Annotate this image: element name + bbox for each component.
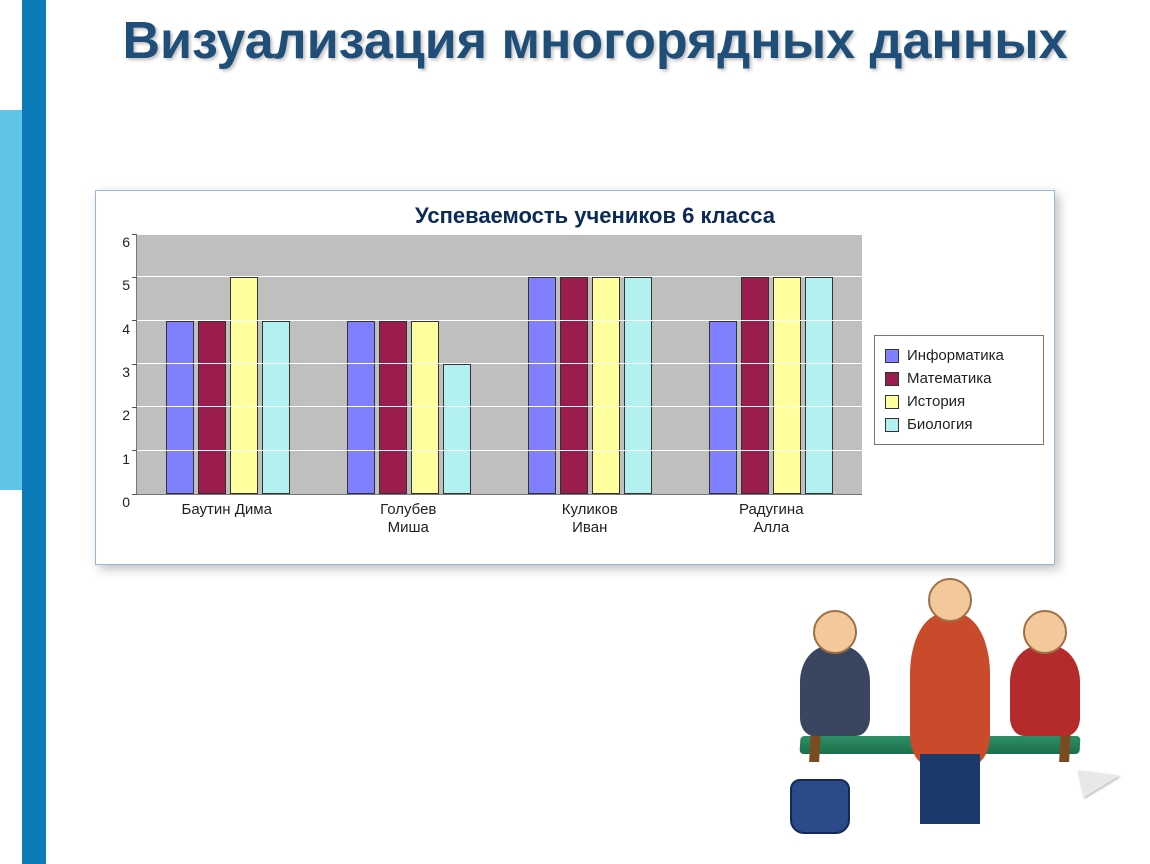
- gridline: [137, 406, 862, 407]
- schoolbag-icon: [790, 779, 850, 834]
- plot-area: [136, 235, 862, 495]
- bar: [528, 277, 556, 494]
- y-tick-label: 0: [122, 494, 130, 510]
- y-tick-mark: [132, 494, 137, 495]
- bar-group: [500, 235, 681, 494]
- chart-title: Успеваемость учеников 6 класса: [146, 203, 1044, 229]
- bar: [560, 277, 588, 494]
- child-center-icon: [910, 614, 990, 764]
- legend-swatch: [885, 418, 899, 432]
- legend-item: История: [885, 390, 1033, 413]
- bar: [741, 277, 769, 494]
- bar: [805, 277, 833, 494]
- child-right-icon: [1010, 646, 1080, 736]
- legend: Информатика Математика История Биология: [874, 335, 1044, 445]
- bar-group: [318, 235, 499, 494]
- legend-label: Биология: [907, 416, 972, 433]
- x-axis-label: Голубев Миша: [318, 495, 500, 541]
- legend-label: Математика: [907, 370, 992, 387]
- bar: [773, 277, 801, 494]
- child-left-icon: [800, 646, 870, 736]
- children-illustration: [770, 524, 1130, 824]
- plot-wrap: Баутин ДимаГолубев МишаКуликов ИванРадуг…: [136, 235, 862, 545]
- chart-card: Успеваемость учеников 6 класса 0 1 2 3 4 5 6 Б…: [95, 190, 1055, 565]
- y-tick-label: 1: [122, 451, 130, 467]
- slide-title: Визуализация многорядных данных: [60, 10, 1130, 72]
- legend-swatch: [885, 395, 899, 409]
- y-tick-label: 4: [122, 321, 130, 337]
- y-tick-label: 3: [122, 364, 130, 380]
- bar-group: [137, 235, 318, 494]
- side-stripe: [0, 0, 46, 864]
- y-tick-mark: [132, 364, 137, 365]
- bar-groups: [137, 235, 862, 494]
- x-axis-labels: Баутин ДимаГолубев МишаКуликов ИванРадуг…: [136, 495, 862, 541]
- legend-label: Информатика: [907, 347, 1004, 364]
- y-tick-mark: [132, 450, 137, 451]
- gridline: [137, 450, 862, 451]
- legend-item: Математика: [885, 367, 1033, 390]
- bar: [624, 277, 652, 494]
- paper-plane-icon: [1078, 762, 1123, 798]
- y-tick-mark: [132, 320, 137, 321]
- legend-item: Информатика: [885, 344, 1033, 367]
- gridline: [137, 276, 862, 277]
- y-tick-label: 5: [122, 277, 130, 293]
- x-axis-label: Куликов Иван: [499, 495, 681, 541]
- legend-swatch: [885, 372, 899, 386]
- y-tick-mark: [132, 277, 137, 278]
- legend-label: История: [907, 393, 965, 410]
- legend-item: Биология: [885, 413, 1033, 436]
- y-tick-mark: [132, 407, 137, 408]
- legend-swatch: [885, 349, 899, 363]
- gridline: [137, 363, 862, 364]
- y-axis: 0123456: [106, 235, 136, 495]
- bar-group: [681, 235, 862, 494]
- bar: [592, 277, 620, 494]
- bar: [230, 277, 258, 494]
- stripe-dark: [22, 0, 46, 864]
- gridline: [137, 233, 862, 234]
- y-tick-label: 2: [122, 407, 130, 423]
- chart-body: 0 1 2 3 4 5 6 Баутин ДимаГолубев МишаКуликов И…: [106, 235, 1044, 545]
- gridline: [137, 320, 862, 321]
- bar: [443, 364, 471, 494]
- stripe-light: [0, 110, 22, 490]
- y-tick-mark: [132, 234, 137, 235]
- x-axis-label: Баутин Дима: [136, 495, 318, 541]
- y-tick-label: 6: [122, 234, 130, 250]
